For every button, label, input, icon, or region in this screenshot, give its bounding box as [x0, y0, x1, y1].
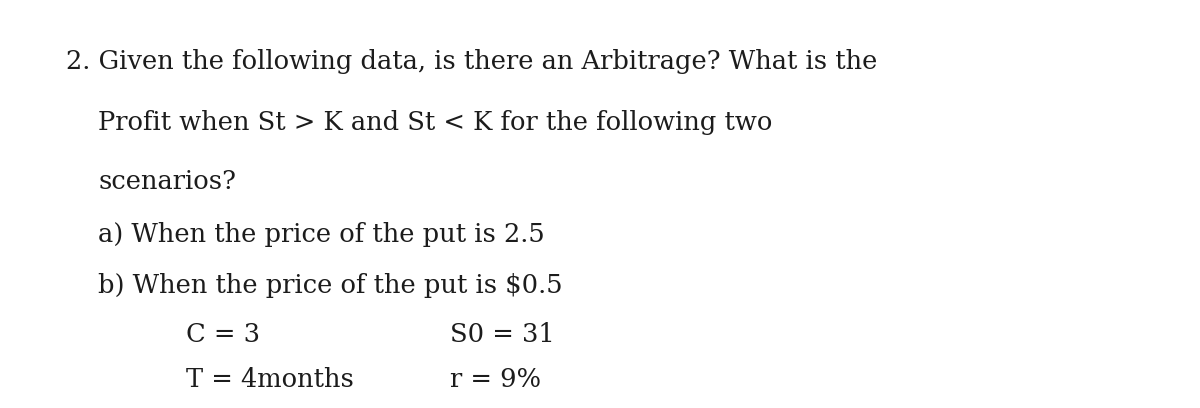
Text: 2. Given the following data, is there an Arbitrage? What is the: 2. Given the following data, is there an…	[66, 49, 877, 74]
Text: T = 4months: T = 4months	[186, 367, 354, 392]
Text: Profit when St > K and St < K for the following two: Profit when St > K and St < K for the fo…	[98, 110, 773, 135]
Text: b) When the price of the put is $0.5: b) When the price of the put is $0.5	[98, 273, 563, 298]
Text: S0 = 31: S0 = 31	[450, 322, 554, 347]
Text: C = 3: C = 3	[186, 322, 260, 347]
Text: a) When the price of the put is 2.5: a) When the price of the put is 2.5	[98, 222, 545, 247]
Text: r = 9%: r = 9%	[450, 367, 541, 392]
Text: scenarios?: scenarios?	[98, 169, 236, 194]
